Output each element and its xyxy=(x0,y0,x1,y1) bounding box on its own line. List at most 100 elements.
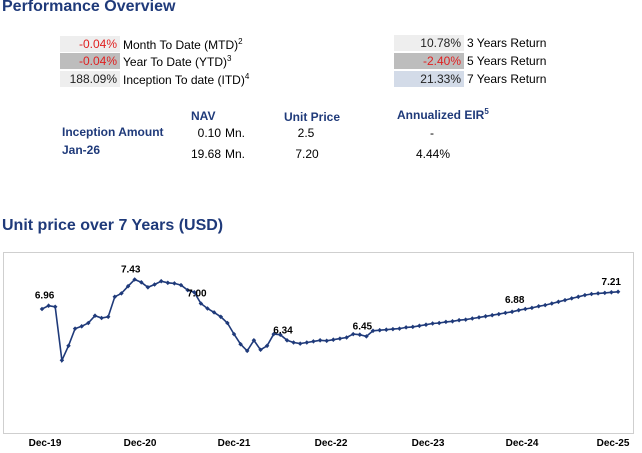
data-point xyxy=(284,338,290,343)
plot-area: 6.96 7.43 7.00 6.34 6.45 6.88 7.21 xyxy=(35,265,622,364)
data-label: 6.96 xyxy=(35,291,55,302)
ytd-value: -0.04% xyxy=(60,53,120,69)
data-label: 7.00 xyxy=(187,289,207,300)
data-point xyxy=(311,339,316,344)
data-point xyxy=(79,324,84,329)
data-point xyxy=(470,316,475,321)
x-axis: Dec-19 Dec-20 Dec-21 Dec-22 Dec-23 Dec-24 Dec-… xyxy=(29,438,630,449)
data-point xyxy=(582,292,588,298)
jan-unit: Mn. xyxy=(225,147,246,161)
data-point xyxy=(370,328,376,334)
chart-frame xyxy=(3,252,634,434)
data-point xyxy=(595,291,601,296)
data-label: 6.45 xyxy=(353,321,373,332)
performance-title: Performance Overview xyxy=(2,0,176,15)
inception-unit: Mn. xyxy=(225,126,246,140)
data-point xyxy=(542,302,548,308)
data-point xyxy=(549,301,555,306)
data-point xyxy=(615,289,621,294)
data-point xyxy=(350,331,356,337)
return-7y-label: 7 Years Return xyxy=(467,72,547,86)
data-point xyxy=(509,309,515,315)
data-point xyxy=(456,317,462,323)
inception-eir: - xyxy=(430,126,434,140)
data-point xyxy=(403,325,409,330)
data-point xyxy=(231,331,237,337)
data-point xyxy=(377,327,382,333)
x-tick-label: Dec-20 xyxy=(124,438,157,449)
data-point xyxy=(125,283,131,289)
data-point xyxy=(152,282,157,287)
itd-label: Inception To date (ITD)4 xyxy=(123,71,250,87)
inception-nav: 0.10 xyxy=(197,126,221,140)
jan-nav: 19.68 xyxy=(190,147,221,161)
mtd-row: -0.04% Month To Date (MTD)2 xyxy=(60,36,243,52)
data-point xyxy=(390,326,396,332)
nav-header: NAV xyxy=(191,109,216,123)
data-point xyxy=(317,338,323,343)
data-point xyxy=(211,310,217,315)
data-point xyxy=(556,299,561,305)
inception-unit-price: 2.5 xyxy=(297,126,315,140)
data-point xyxy=(529,305,535,311)
data-point xyxy=(52,304,58,310)
return-3y-label: 3 Years Return xyxy=(467,36,547,50)
itd-value: 188.09% xyxy=(60,71,120,87)
itd-row: 188.09% Inception To date (ITD)4 xyxy=(60,71,249,87)
data-point xyxy=(450,319,455,324)
data-point xyxy=(436,320,442,326)
data-point xyxy=(337,336,343,341)
data-point xyxy=(344,335,349,340)
data-point xyxy=(178,282,184,288)
data-point xyxy=(576,294,581,300)
data-point xyxy=(423,322,429,327)
eir-header: Annualized EIR5 xyxy=(397,107,489,122)
x-tick-label: Dec-22 xyxy=(315,438,348,449)
data-point xyxy=(483,314,488,319)
x-tick-label: Dec-23 xyxy=(412,438,445,449)
data-point xyxy=(589,291,594,297)
data-point xyxy=(357,332,363,337)
data-point xyxy=(112,294,118,300)
unit-price-header: Unit Price xyxy=(284,110,341,124)
data-label: 7.21 xyxy=(602,277,622,288)
data-point xyxy=(324,338,329,344)
data-point xyxy=(569,296,574,301)
data-point xyxy=(496,311,502,317)
jan-unit-price: 7.20 xyxy=(295,147,319,161)
return-3y-value: 10.78% xyxy=(394,35,464,51)
data-point xyxy=(72,326,78,331)
data-point xyxy=(271,331,276,337)
data-point xyxy=(99,315,104,321)
data-point xyxy=(384,327,389,332)
data-point xyxy=(331,337,336,342)
return-5y-value: -2.40% xyxy=(394,53,464,69)
mtd-value: -0.04% xyxy=(60,36,120,52)
data-point xyxy=(258,347,263,352)
data-point xyxy=(139,280,144,285)
data-point xyxy=(417,323,422,329)
data-point xyxy=(443,319,449,325)
data-point xyxy=(602,290,608,296)
data-point xyxy=(218,314,224,320)
jan-row-label: Jan-26 xyxy=(62,143,101,157)
x-tick-label: Dec-24 xyxy=(506,438,539,449)
return-3y-row: 10.78% 3 Years Return xyxy=(394,35,546,51)
data-point xyxy=(105,314,111,320)
x-tick-label: Dec-25 xyxy=(597,438,630,449)
data-point xyxy=(430,321,435,326)
x-tick-label: Dec-21 xyxy=(218,438,251,449)
mtd-label: Month To Date (MTD)2 xyxy=(123,36,243,52)
return-5y-label: 5 Years Return xyxy=(467,54,547,68)
data-point xyxy=(59,358,65,363)
chart-title: Unit price over 7 Years (USD) xyxy=(2,217,224,234)
data-label: 6.34 xyxy=(273,325,293,336)
data-point xyxy=(397,326,402,331)
data-point xyxy=(205,306,210,311)
data-point xyxy=(192,290,197,295)
data-point xyxy=(86,320,91,326)
data-point xyxy=(410,324,416,330)
data-point xyxy=(489,312,495,318)
data-point xyxy=(463,317,468,322)
